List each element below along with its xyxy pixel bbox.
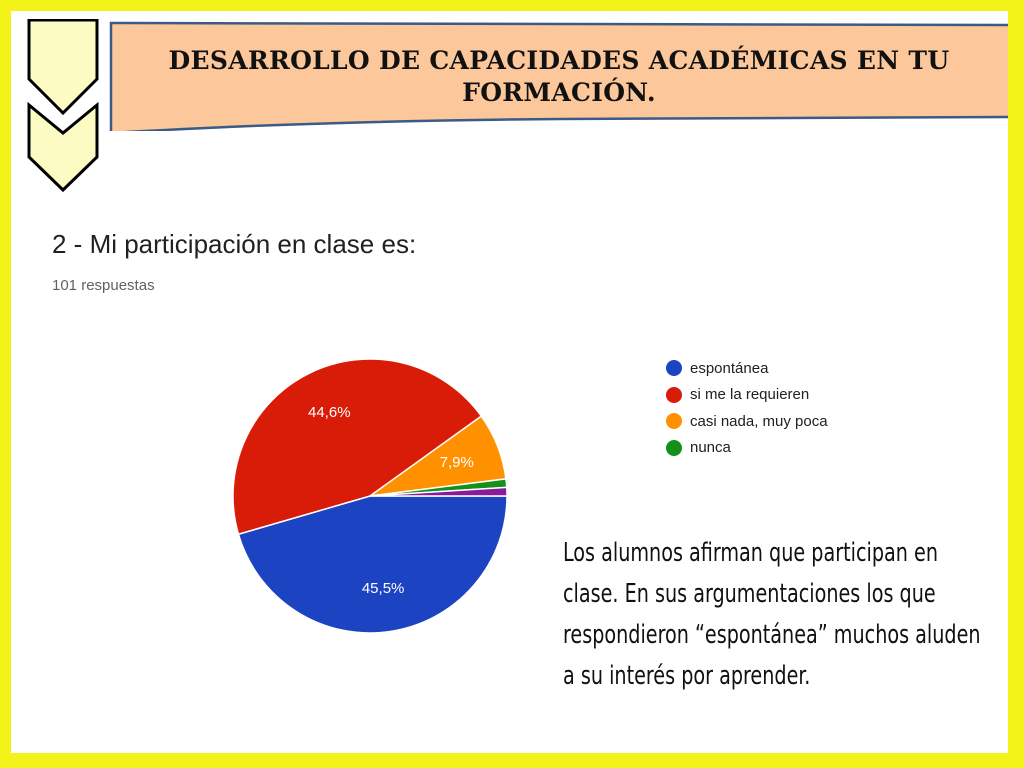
chevron-down-icon (27, 19, 99, 193)
pie-slice-label-2: 7,9% (440, 454, 474, 471)
pie-slice-4 (369, 486, 508, 497)
pie-slice-label-1: 44,6% (308, 404, 351, 421)
pie-slice-0 (237, 495, 508, 634)
legend-swatch (666, 439, 682, 456)
question-title: 2 - Mi participación en clase es: (52, 229, 417, 259)
pie-slice-1 (232, 358, 483, 536)
legend-swatch (666, 413, 682, 430)
response-count: 101 respuestas (52, 277, 155, 294)
legend-item-1: si me la requieren (666, 382, 828, 409)
title-banner: DESARROLLO DE CAPACIDADES ACADÉMICAS EN … (109, 21, 1008, 131)
legend-swatch (666, 360, 682, 377)
legend-item-2: casi nada, muy poca (666, 408, 828, 435)
legend-label: nunca (690, 439, 731, 457)
slide: DESARROLLO DE CAPACIDADES ACADÉMICAS EN … (11, 11, 1008, 753)
pie-slice-label-0: 45,5% (362, 580, 405, 597)
legend-label: casi nada, muy poca (690, 412, 828, 430)
legend-item-3: nunca (666, 435, 828, 462)
slide-title: DESARROLLO DE CAPACIDADES ACADÉMICAS EN … (168, 46, 950, 107)
commentary-text: Los alumnos afirman que participan en cl… (563, 538, 981, 691)
legend-label: espontánea (690, 359, 769, 377)
legend-swatch (666, 386, 682, 403)
legend-item-0: espontánea (666, 355, 828, 382)
legend-label: si me la requieren (690, 386, 810, 404)
pie-chart: 45,5% 44,6% 7,9% (232, 358, 508, 634)
chart-legend: espontánea si me la requieren casi nada, m… (666, 355, 828, 461)
